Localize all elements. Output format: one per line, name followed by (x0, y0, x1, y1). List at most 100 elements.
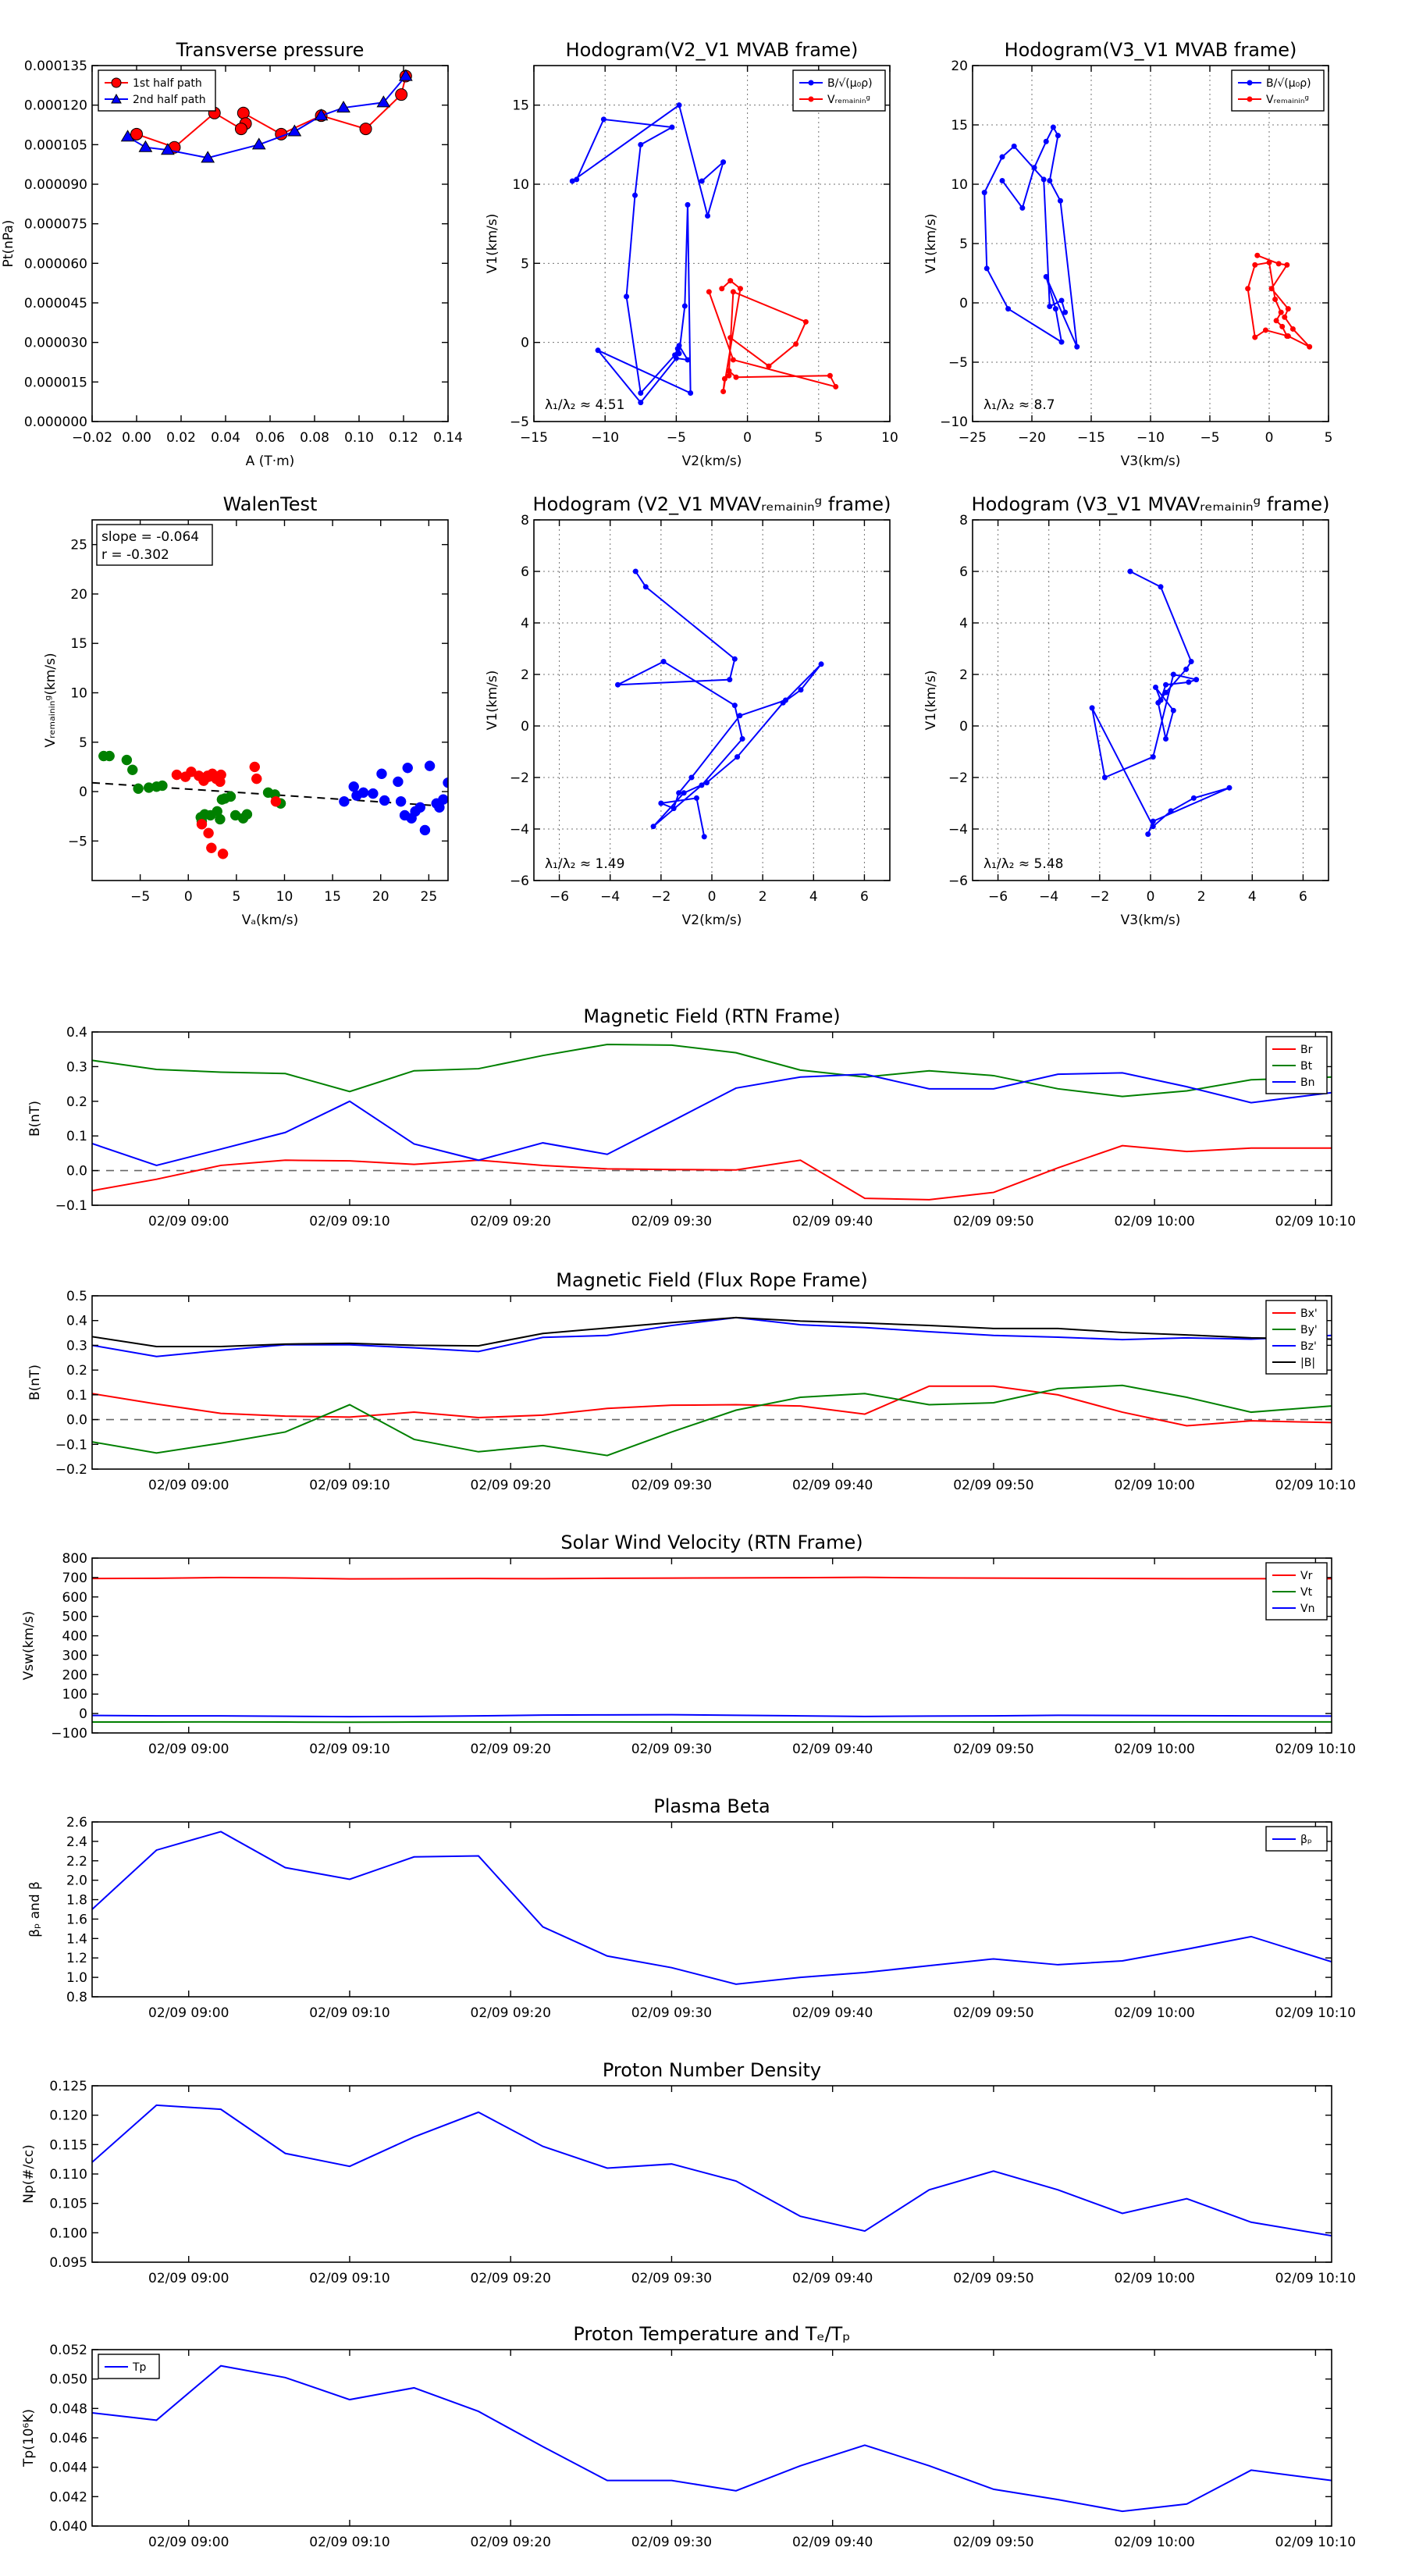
data-point (1062, 309, 1069, 315)
y-tick-label: 2 (521, 667, 529, 683)
x-tick-label: 02/09 10:10 (1275, 2005, 1356, 2021)
y-tick-label: 0.2 (66, 1363, 87, 1379)
y-tick-label: 20 (951, 59, 968, 74)
data-point (1163, 736, 1169, 742)
y-tick-label: 0.000075 (24, 217, 87, 233)
x-tick-label: 10 (881, 430, 898, 446)
legend-label: Bz' (1300, 1340, 1317, 1353)
x-tick-label: −5 (1200, 430, 1219, 446)
data-point (395, 795, 407, 807)
data-point (171, 769, 183, 781)
data-point (336, 101, 350, 113)
data-point (1040, 176, 1047, 183)
x-tick-label: 02/09 10:10 (1275, 1742, 1356, 1757)
data-point (138, 140, 153, 152)
x-tick-label: 0 (1147, 889, 1155, 905)
data-point (999, 154, 1005, 160)
data-point (681, 303, 688, 309)
data-point (127, 764, 138, 775)
data-point (206, 842, 217, 853)
y-tick-label: 300 (62, 1648, 87, 1663)
x-tick-label: −2 (651, 889, 670, 905)
x-tick-label: −15 (1077, 430, 1105, 446)
data-point (688, 390, 694, 397)
x-tick-label: 25 (421, 889, 438, 905)
x-tick-label: 02/09 10:00 (1114, 2535, 1194, 2550)
data-point (1289, 326, 1296, 332)
plot-area (1089, 568, 1232, 838)
chart-pt: Transverse pressure −0.02 0.00 0.02 0.04 0.06… (1, 39, 463, 469)
data-point (726, 368, 732, 374)
data-point (1011, 143, 1017, 149)
data-point (699, 178, 705, 184)
y-tick-label: 5 (79, 735, 87, 751)
axes-frame (91, 1821, 1332, 1998)
y-tick-label: 0.115 (49, 2137, 87, 2153)
x-tick-label: 02/09 09:40 (792, 2535, 873, 2550)
y-axis-label: Vsw(km/s) (21, 1611, 37, 1681)
chart-hodo2: Hodogram(V3_V1 MVAB frame) −25 −20 −15 −10 −5… (923, 39, 1332, 469)
series-line- (92, 1831, 1332, 1985)
x-tick-label: 4 (809, 889, 818, 905)
x-tick-label: −0.02 (72, 430, 112, 446)
data-point (981, 190, 987, 196)
legend-label: Vr (1300, 1570, 1313, 1582)
data-point (157, 780, 168, 792)
data-point (402, 762, 413, 774)
x-tick-label: 02/09 09:30 (631, 2005, 712, 2021)
data-point (376, 95, 391, 108)
data-point (1193, 677, 1200, 683)
data-point (1050, 124, 1056, 130)
y-axis-label: V1(km/s) (485, 671, 500, 731)
chart-title: Magnetic Field (RTN Frame) (583, 1005, 840, 1027)
y-tick-label: 0.2 (66, 1094, 87, 1110)
chart-vsw: Solar Wind Velocity (RTN Frame) 02/09 09:… (21, 1532, 1356, 1757)
plot-area (92, 2364, 1332, 2513)
data-point (225, 791, 237, 802)
x-tick-label: 02/09 09:40 (792, 1214, 873, 1229)
x-tick-label: 0.08 (300, 430, 329, 446)
chart-title: Magnetic Field (Flux Rope Frame) (556, 1269, 867, 1291)
legend-label: Tp (132, 2361, 147, 2374)
series-line-b (571, 104, 725, 404)
x-tick-label: −10 (591, 430, 619, 446)
chart-hodo3: Hodogram (V2_V1 MVAVᵣₑₘₐᵢₙᵢₙᵍ frame) −6 −4… (485, 493, 891, 928)
y-axis-label: Pt(nPa) (1, 220, 16, 268)
data-point (1074, 343, 1080, 350)
y-tick-label: 5 (959, 237, 968, 252)
chart-title: Plasma Beta (653, 1795, 770, 1817)
y-tick-label: 0.048 (49, 2401, 87, 2417)
data-point (703, 780, 710, 786)
y-tick-label: 1.0 (66, 1970, 87, 1986)
data-point (727, 677, 733, 683)
legend-label: Vᵣₑₘₐᵢₙᵢₙᵍ (1266, 94, 1309, 106)
chart-beta: Plasma Beta 02/09 09:00 02/09 09:10 02/09 0… (27, 1795, 1356, 2021)
x-tick-label: 02/09 09:10 (309, 2271, 389, 2286)
series-line-0 (92, 2104, 1332, 2237)
y-tick-label: −2 (510, 770, 529, 786)
plot-area (98, 750, 448, 859)
data-point (727, 335, 734, 341)
legend-label: B/√(μ₀ρ) (1266, 77, 1311, 90)
legend-label: Vn (1300, 1603, 1314, 1615)
legend-label: Vt (1300, 1586, 1313, 1599)
data-point (660, 659, 667, 664)
y-tick-label: 6 (521, 564, 529, 580)
plot-area (981, 124, 1313, 350)
y-tick-label: 0.000135 (24, 59, 87, 74)
data-point (104, 750, 115, 762)
y-tick-label: 0.3 (66, 1338, 87, 1354)
legend-label: Br (1300, 1044, 1313, 1056)
y-tick-label: 0.0 (66, 1413, 87, 1429)
y-tick-label: 0 (521, 719, 529, 735)
legend-box (792, 69, 886, 112)
x-tick-label: 02/09 09:50 (953, 2535, 1033, 2550)
series-line-2ndhalfpath (127, 75, 407, 159)
x-axis-label: V3(km/s) (1121, 913, 1181, 928)
data-point (1043, 138, 1049, 144)
y-tick-label: 0.105 (49, 2197, 87, 2212)
plot-area (120, 69, 413, 163)
y-tick-label: 15 (70, 636, 87, 652)
data-point (731, 656, 738, 662)
data-point (737, 713, 743, 719)
